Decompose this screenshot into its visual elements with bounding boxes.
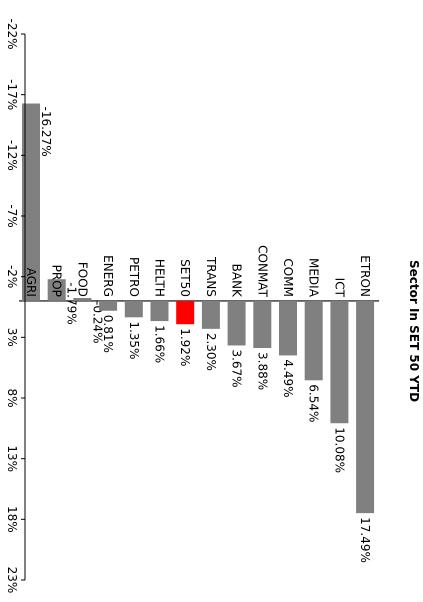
- data-label-trans: 2.30%: [204, 333, 218, 371]
- data-label-ict: 10.08%: [332, 427, 346, 473]
- category-label-helth: HELTH: [153, 259, 167, 297]
- value-tick-label: -2%: [5, 265, 19, 288]
- data-label-media: 6.54%: [307, 384, 321, 422]
- data-label-comm: 4.49%: [281, 359, 295, 397]
- category-label-energ: ENERG: [101, 255, 115, 297]
- category-label-bank: BANK: [230, 264, 244, 298]
- bar-set50: [176, 300, 195, 325]
- bar-petro: [124, 300, 143, 318]
- data-label-bank: 3.67%: [230, 349, 244, 387]
- value-tick-label: 23%: [5, 567, 19, 594]
- category-label-comm: COMM: [281, 258, 295, 297]
- bar-trans: [201, 300, 220, 329]
- category-label-conmat: CONMAT: [255, 245, 269, 297]
- data-label-helth: 1.66%: [153, 325, 167, 363]
- chart-title: Sector In SET 50 YTD: [407, 260, 421, 403]
- bar-comm: [279, 300, 297, 356]
- bar-agri: [22, 103, 40, 301]
- data-label-agri: -16.27%: [39, 107, 53, 157]
- category-label-trans: TRANS: [204, 256, 218, 297]
- value-tick-label: 3%: [5, 328, 19, 347]
- bar-media: [304, 300, 323, 381]
- data-label-food: -0.24%: [90, 301, 104, 343]
- category-label-set50: SET50: [178, 259, 192, 297]
- value-tick-label: 18%: [5, 506, 19, 533]
- bar-energ: [99, 300, 118, 311]
- data-label-prop: -1.79%: [65, 282, 79, 324]
- data-label-conmat: 3.88%: [255, 352, 269, 390]
- category-label-food: FOOD: [75, 262, 89, 297]
- data-label-etron: 17.49%: [358, 517, 372, 563]
- value-tick-label: 8%: [5, 388, 19, 407]
- bar-bank: [227, 300, 246, 346]
- bar-food: [73, 298, 92, 301]
- category-label-ict: ICT: [332, 278, 346, 298]
- bar-prop: [47, 279, 66, 301]
- category-label-petro: PETRO: [127, 257, 141, 297]
- value-tick-label: -17%: [5, 79, 19, 110]
- value-tick-label: -12%: [5, 140, 19, 171]
- data-label-energ: 0.81%: [101, 315, 115, 353]
- category-label-media: MEDIA: [307, 258, 321, 298]
- bar-conmat: [253, 300, 272, 349]
- bar-ict: [330, 300, 349, 424]
- value-tick-label: -7%: [5, 204, 19, 227]
- value-tick-label: 13%: [5, 445, 19, 472]
- data-label-set50: 1.92%: [178, 328, 192, 366]
- category-label-prop: PROP: [50, 265, 64, 297]
- data-label-petro: 1.35%: [127, 321, 141, 359]
- category-label-agri: AGRI: [24, 268, 38, 297]
- bar-helth: [150, 300, 169, 322]
- category-label-etron: ETRON: [358, 255, 372, 297]
- value-tick-label: -22%: [5, 18, 19, 49]
- bar-etron: [356, 300, 375, 514]
